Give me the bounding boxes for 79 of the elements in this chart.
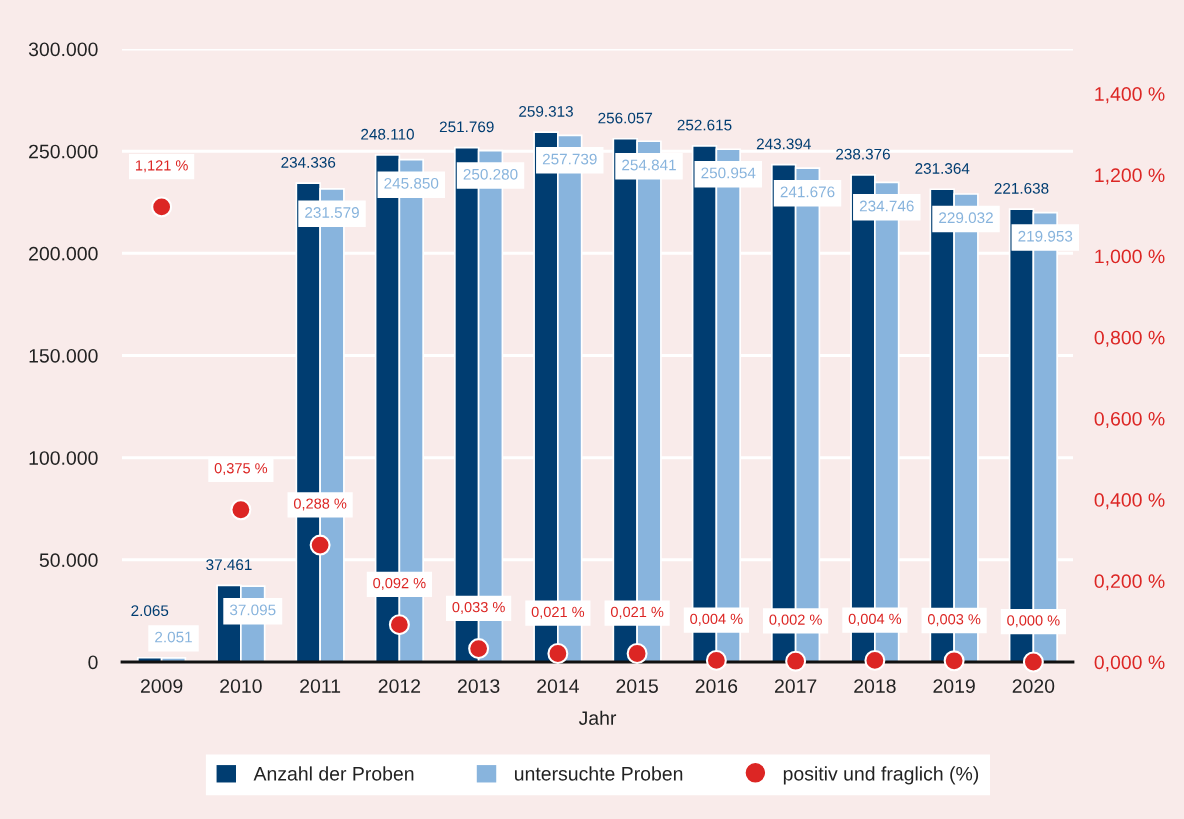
data-label: 2.051 [155, 631, 192, 643]
y2-tick-label: 0,000 % [1094, 655, 1165, 672]
point [388, 614, 410, 636]
x-tick-label: 2010 [220, 679, 262, 693]
y2-tick-label: 1,000 % [1095, 249, 1165, 266]
data-label: 229.032 [939, 212, 993, 224]
data-label: 0,003 % [927, 614, 981, 627]
data-label: 221.638 [994, 182, 1049, 194]
data-label: 238.376 [836, 148, 890, 160]
x-tick-label: 2009 [140, 679, 183, 693]
y-tick-label: 100.000 [29, 451, 98, 465]
data-label: 0,375 % [214, 463, 268, 476]
data-label: 0,092 % [373, 577, 426, 591]
data-label: 250.280 [463, 168, 518, 180]
point [785, 650, 807, 672]
point [547, 642, 569, 664]
data-label: 0,021 % [531, 606, 585, 619]
x-tick-label: 2019 [933, 679, 975, 693]
data-label: 251.769 [439, 121, 494, 133]
data-label: 234.336 [281, 157, 336, 168]
y-tick-label: 150.000 [29, 348, 98, 363]
data-label: 0,000 % [1007, 615, 1060, 628]
x-tick-label: 2016 [695, 679, 738, 693]
x-tick-label: 2014 [537, 679, 579, 693]
data-label: 241.676 [780, 186, 835, 198]
point [309, 534, 331, 556]
x-tick-label: 2015 [616, 679, 658, 693]
point [230, 499, 252, 521]
legend-label: positiv und fraglich (%) [783, 766, 979, 785]
data-label: 1,121 % [135, 160, 188, 173]
legend-label: Anzahl der Proben [253, 766, 414, 781]
y2-tick-label: 0,600 % [1094, 411, 1165, 428]
data-label: 231.579 [305, 207, 359, 218]
point [468, 638, 490, 660]
data-label: 0,002 % [769, 614, 822, 627]
point [705, 649, 727, 671]
point [943, 650, 965, 672]
x-tick-label: 2020 [1012, 679, 1055, 693]
x-axis-title: Jahr [578, 710, 617, 725]
x-tick-label: 2011 [300, 679, 341, 693]
data-label: 0,288 % [293, 498, 347, 511]
data-label: 234.746 [859, 200, 914, 212]
data-label: 245.850 [384, 177, 439, 189]
y2-tick-label: 0,400 % [1094, 493, 1165, 510]
y2-tick-label: 1,200 % [1095, 168, 1165, 185]
y-tick-label: 250.000 [29, 144, 98, 159]
data-label: 259.313 [519, 105, 573, 117]
x-tick-label: 2017 [774, 679, 817, 693]
y2-tick-label: 0,800 % [1094, 330, 1165, 347]
legend-label: untersuchte Proben [515, 766, 683, 781]
x-tick-label: 2013 [457, 679, 500, 693]
data-label: 0,021 % [610, 606, 664, 619]
data-label: 219.953 [1018, 230, 1073, 242]
data-label: 2.065 [131, 605, 169, 617]
data-label: 252.615 [677, 119, 732, 131]
y2-tick-label: 0,200 % [1094, 574, 1165, 591]
y-tick-label: 200.000 [29, 246, 98, 261]
data-label: 37.095 [229, 604, 276, 616]
data-label: 243.394 [756, 138, 811, 150]
data-label: 250.954 [701, 167, 756, 179]
point [151, 196, 173, 218]
data-label: 248.110 [361, 128, 414, 140]
data-label: 231.364 [915, 163, 970, 174]
data-label: 0,004 % [848, 613, 902, 626]
point [1022, 651, 1044, 673]
data-label: 37.461 [206, 559, 252, 571]
data-label: 0,033 % [452, 601, 505, 614]
data-label: 256.057 [598, 112, 653, 124]
point [626, 642, 648, 664]
x-tick-label: 2012 [378, 679, 421, 693]
y-tick-label: 50.000 [39, 553, 98, 568]
y-tick-label: 300.000 [28, 42, 98, 57]
y-tick-label: 0 [88, 655, 98, 670]
point [864, 649, 886, 671]
data-label: 257.739 [542, 153, 597, 165]
x-tick-label: 2018 [854, 679, 896, 693]
data-label: 0,004 % [690, 613, 743, 626]
y2-tick-label: 1,400 % [1095, 87, 1165, 104]
data-label: 254.841 [622, 159, 676, 171]
